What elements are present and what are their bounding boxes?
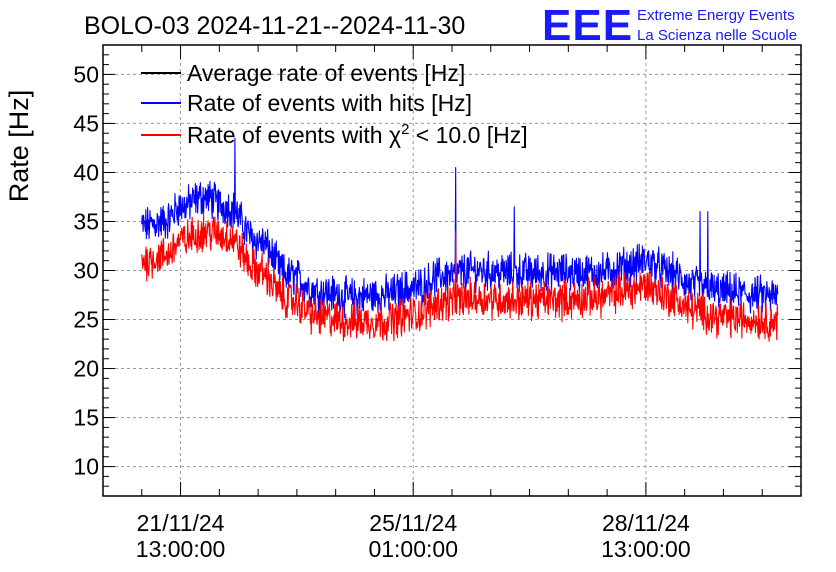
- x-tick-label-date: 25/11/24: [369, 510, 457, 536]
- y-tick-label: 35: [73, 208, 99, 234]
- legend-label: Average rate of events [Hz]: [187, 60, 465, 86]
- x-tick-label-date: 28/11/24: [602, 510, 690, 536]
- y-tick-label: 50: [73, 61, 99, 87]
- y-tick-label: 40: [73, 159, 99, 185]
- y-axis-label: Rate [Hz]: [4, 90, 34, 203]
- y-tick-label: 15: [73, 405, 99, 431]
- x-tick-label-time: 01:00:00: [368, 536, 458, 562]
- y-tick-label: 30: [73, 258, 99, 284]
- y-tick-label: 45: [73, 110, 99, 136]
- eee-logo: EEE: [542, 1, 633, 50]
- org-name-line1: Extreme Energy Events: [637, 7, 795, 24]
- legend-label: Rate of events with χ2 < 10.0 [Hz]: [187, 121, 528, 148]
- org-name-line2: La Scienza nelle Scuole: [637, 27, 797, 44]
- y-tick-label: 25: [73, 307, 99, 333]
- chart-title: BOLO-03 2024-11-21--2024-11-30: [84, 12, 465, 40]
- legend-label: Rate of events with hits [Hz]: [187, 90, 472, 116]
- y-tick-label: 10: [73, 454, 99, 480]
- x-tick-label-time: 13:00:00: [136, 536, 226, 562]
- series-line-hits: [141, 137, 779, 319]
- series-line-chi2: [141, 212, 779, 342]
- y-tick-label: 20: [73, 356, 99, 382]
- x-tick-label-time: 13:00:00: [601, 536, 691, 562]
- x-tick-label-date: 21/11/24: [137, 510, 225, 536]
